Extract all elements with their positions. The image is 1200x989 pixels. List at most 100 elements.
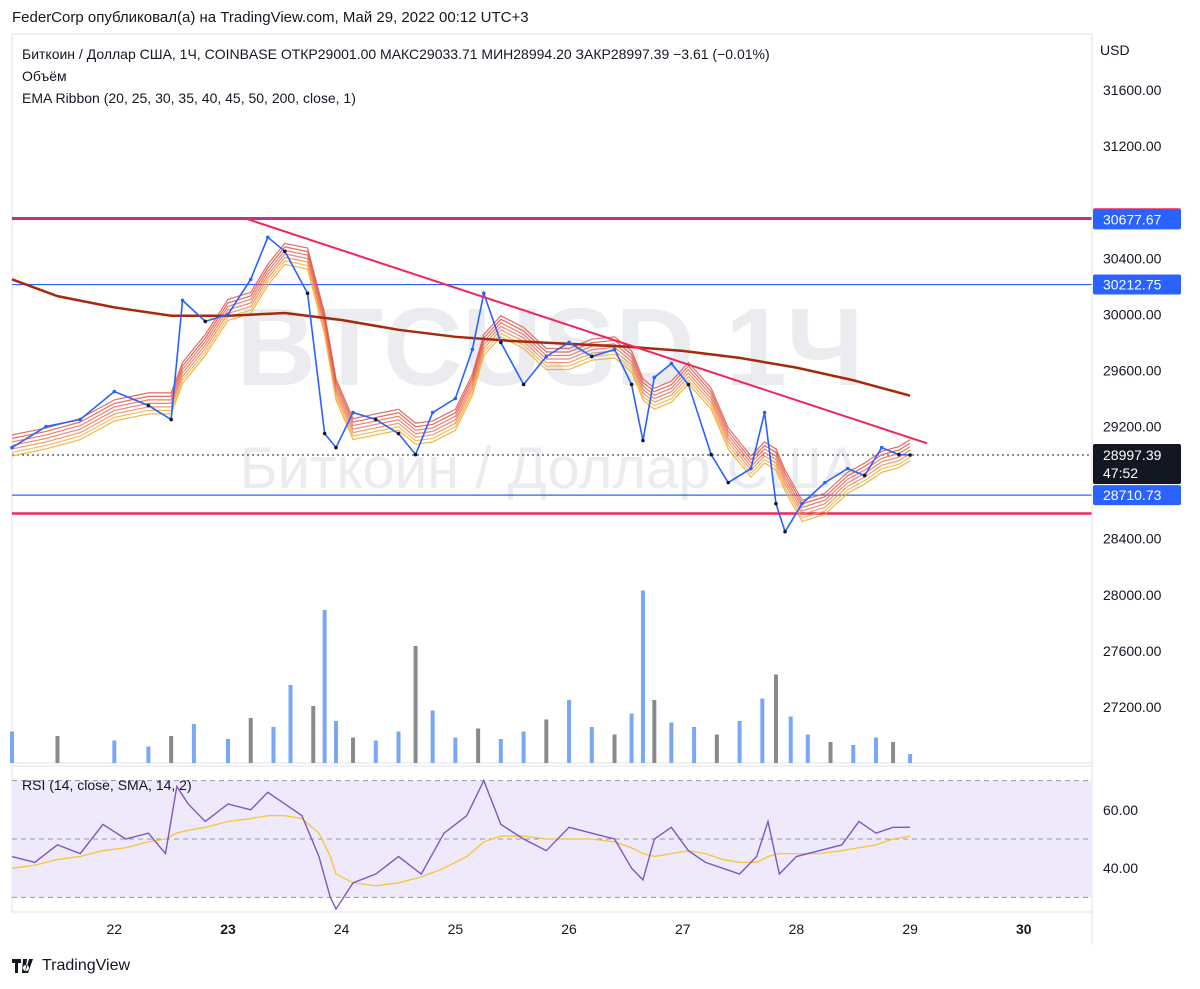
rsi-label[interactable]: RSI (14, close, SMA, 14, 2) — [22, 777, 192, 793]
price-tick-label: 30400.00 — [1103, 250, 1162, 266]
price-point — [10, 445, 14, 450]
volume-bar — [652, 700, 657, 763]
tradingview-logo-icon — [12, 959, 33, 973]
price-label-text: 30677.67 — [1103, 211, 1162, 227]
price-point — [612, 347, 617, 352]
volume-bar — [498, 739, 503, 763]
volume-bar — [788, 716, 793, 763]
price-tick-label: 29600.00 — [1103, 362, 1162, 378]
current-price-text: 28997.39 — [1103, 447, 1162, 463]
price-axis[interactable]: 31600.00 31200.00 30400.00 30000.00 29600.00… — [1103, 82, 1162, 715]
price-point — [709, 452, 713, 457]
price-point — [453, 396, 458, 401]
price-point — [283, 249, 287, 254]
price-point — [823, 480, 827, 485]
price-point — [762, 410, 767, 415]
volume-bar — [521, 731, 526, 763]
price-point — [112, 389, 117, 394]
price-axis-unit: USD — [1100, 42, 1130, 58]
volume-bar — [544, 719, 549, 763]
price-point — [44, 424, 48, 429]
volume-bar — [10, 731, 14, 763]
price-point — [226, 312, 230, 317]
ema-ribbon-line — [11, 256, 911, 516]
time-axis[interactable]: 22 23 24 25 26 27 28 29 30 — [107, 921, 1032, 937]
price-label-text: 28710.73 — [1103, 487, 1162, 503]
ema-ribbon-line — [11, 253, 911, 512]
volume-bar — [805, 734, 810, 763]
volume-bars — [10, 590, 913, 763]
volume-bar — [908, 754, 913, 763]
ema-ribbon — [11, 242, 911, 523]
time-tick-label: 30 — [1016, 921, 1032, 937]
price-tick-label: 31200.00 — [1103, 138, 1162, 154]
volume-bar — [567, 700, 572, 763]
price-point — [879, 445, 884, 450]
volume-bar — [396, 731, 401, 763]
price-point — [774, 501, 778, 506]
time-tick-label: 27 — [675, 921, 691, 937]
price-point — [499, 340, 503, 345]
price-point — [783, 529, 787, 534]
symbol-line[interactable]: Биткоин / Доллар США, 1Ч, COINBASE ОТКР2… — [22, 46, 770, 62]
price-point — [862, 473, 867, 478]
publisher-header: FederCorp опубликовал(а) на TradingView.… — [12, 9, 529, 26]
volume-bar — [589, 727, 594, 763]
price-tick-label: 28000.00 — [1103, 587, 1162, 603]
price-point — [726, 480, 731, 485]
volume-bar — [773, 674, 778, 763]
price-point — [800, 501, 804, 506]
volume-bar — [476, 728, 481, 763]
price-tick-label: 30000.00 — [1103, 306, 1162, 322]
rsi-sma-line — [11, 814, 911, 887]
price-point — [629, 382, 634, 387]
volume-bar — [226, 739, 230, 763]
price-point — [305, 291, 310, 296]
descending-trend-line — [244, 217, 928, 445]
volume-bar — [874, 737, 878, 763]
time-tick-label: 22 — [107, 921, 123, 937]
price-point — [146, 403, 151, 408]
volume-bar — [828, 742, 833, 763]
volume-bar — [629, 713, 634, 763]
tradingview-footer[interactable]: TradingView — [12, 957, 130, 975]
price-point — [373, 417, 378, 422]
price-point — [567, 340, 571, 345]
price-label-text: 30212.75 — [1103, 277, 1162, 293]
volume-bar — [413, 646, 418, 763]
volume-indicator-label[interactable]: Объём — [22, 68, 67, 84]
volume-bar — [891, 742, 896, 763]
volume-bar — [737, 721, 742, 763]
ema-ribbon-label[interactable]: EMA Ribbon (20, 25, 30, 35, 40, 45, 50, … — [22, 90, 356, 106]
ema-ribbon-line — [11, 249, 911, 509]
rsi-tick-label: 60.00 — [1103, 802, 1138, 818]
chart-legend: Биткоин / Доллар США, 1Ч, COINBASE ОТКР2… — [22, 43, 770, 109]
countdown-text: 47:52 — [1103, 465, 1138, 481]
volume-bar — [453, 737, 458, 763]
volume-bar — [714, 734, 719, 763]
price-tick-label: 29200.00 — [1103, 419, 1162, 435]
time-tick-label: 29 — [902, 921, 918, 937]
ema-ribbon-line — [11, 263, 911, 523]
rsi-pane: 60.00 40.00 — [11, 778, 1138, 911]
volume-bar — [146, 746, 151, 763]
price-point — [470, 347, 475, 352]
horizontal-levels[interactable] — [12, 216, 1092, 515]
current-price-box — [1093, 443, 1181, 484]
volume-bar — [669, 722, 674, 763]
price-point — [430, 410, 435, 415]
price-point — [544, 354, 549, 359]
rsi-tick-label: 40.00 — [1103, 860, 1138, 876]
trend-line[interactable] — [244, 217, 928, 445]
time-tick-label: 28 — [789, 921, 805, 937]
price-tick-label: 31600.00 — [1103, 82, 1162, 98]
price-tick-label: 28400.00 — [1103, 531, 1162, 547]
volume-bar — [311, 706, 316, 763]
volume-bar — [112, 740, 117, 763]
price-labels: 30685.8630677.6730212.7528710.7328997.39… — [1093, 208, 1181, 506]
volume-bar — [248, 718, 253, 763]
price-point — [481, 291, 486, 296]
volume-bar — [760, 698, 765, 763]
volume-bar — [322, 610, 327, 763]
